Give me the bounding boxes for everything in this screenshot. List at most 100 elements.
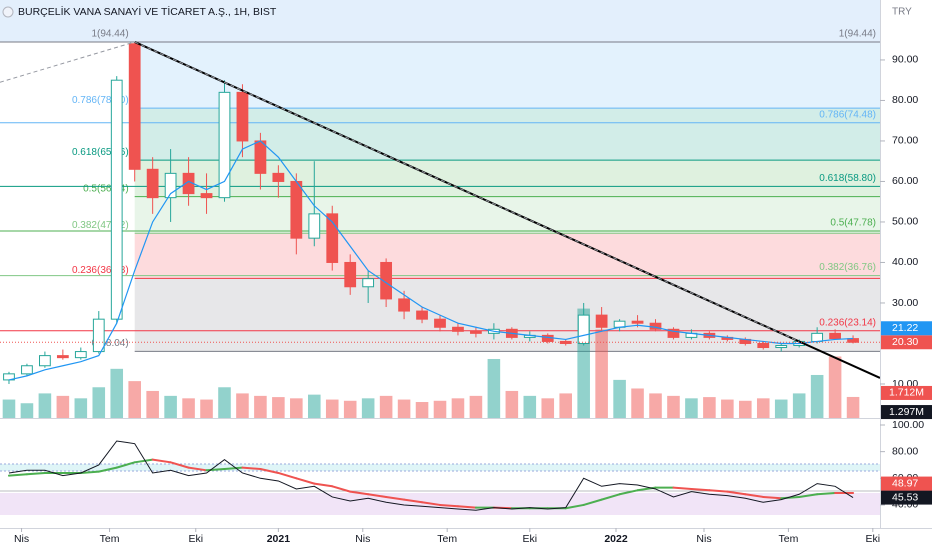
candle-body xyxy=(272,172,285,182)
rsi-line xyxy=(8,440,854,511)
volume-bar xyxy=(469,395,483,418)
rsi-ma-segment xyxy=(349,490,370,496)
rsi-ma-segment xyxy=(7,473,28,477)
rsi-ma-segment xyxy=(277,471,298,480)
candle-body xyxy=(146,168,159,199)
rsi-ma-segment xyxy=(564,503,585,510)
y-tick-label: 90.00 xyxy=(892,54,918,66)
rsi-ma-segment xyxy=(79,470,100,474)
rsi-ma-segment xyxy=(421,501,441,506)
rsi-ma-segment xyxy=(816,491,837,496)
rsi-ma-segment xyxy=(115,461,136,469)
rsi-tick-label: 100.00 xyxy=(892,419,924,431)
candle-body xyxy=(128,43,141,170)
volume-bar xyxy=(272,397,285,418)
rsi-ma-segment xyxy=(582,498,603,506)
volume-bar xyxy=(649,393,662,418)
fib-label: 0.236(23.14) xyxy=(819,317,876,328)
candle-body xyxy=(470,330,482,334)
x-tick-label: Eki xyxy=(522,533,537,545)
volume-bar xyxy=(774,399,788,418)
volume-bar xyxy=(667,395,680,418)
rsi-ma-segment xyxy=(672,486,693,490)
volume-bar xyxy=(739,400,752,418)
candle-body xyxy=(667,328,680,338)
volume-bar xyxy=(343,400,357,418)
x-tick-label: 2021 xyxy=(267,533,291,545)
volume-bar xyxy=(756,398,770,418)
candle-body xyxy=(56,355,69,359)
volume-bar xyxy=(451,398,465,418)
volume-bar xyxy=(236,393,249,418)
candle-body xyxy=(21,365,33,375)
volume-bar xyxy=(74,398,88,418)
candle-body xyxy=(595,314,608,328)
volume-bar xyxy=(810,374,824,418)
fib-label: 0.382(36.76) xyxy=(819,262,876,273)
y-tick-label: 60.00 xyxy=(892,175,918,187)
volume-bar xyxy=(397,399,411,418)
fib-label: 1(94.44) xyxy=(839,29,876,40)
rsi-tag xyxy=(881,476,932,491)
candle-body xyxy=(757,342,770,349)
fib-label: 0.786(78.10) xyxy=(72,95,129,106)
rsi-ma-segment xyxy=(169,461,190,469)
candle-body xyxy=(362,278,375,288)
x-tick-label: Nis xyxy=(696,533,711,545)
chart-title: BURÇELİK VANA SANAYİ VE TİCARET A.Ş., 1H… xyxy=(18,5,277,18)
candle-body xyxy=(559,340,572,344)
y-tick-label: 70.00 xyxy=(892,135,918,147)
rsi-ma-segment xyxy=(367,493,388,498)
candle-body xyxy=(74,351,87,359)
fib-extension-zone xyxy=(0,0,880,42)
rsi-ma-segment xyxy=(25,471,46,476)
rsi-ma-segment xyxy=(780,495,801,500)
price-tag xyxy=(881,335,932,350)
x-tick-label: Tem xyxy=(778,533,798,545)
trend-line xyxy=(0,41,135,83)
symbol-icon xyxy=(2,6,14,18)
candle-body xyxy=(811,332,824,342)
moving-average xyxy=(8,140,854,381)
volume-tag xyxy=(881,385,932,400)
volume-bar xyxy=(38,393,52,418)
volume-bar xyxy=(487,358,501,418)
rsi-ma-segment xyxy=(187,466,208,472)
price-tag-label: 20.30 xyxy=(892,336,918,348)
candle-body xyxy=(416,310,428,320)
volume-bar xyxy=(415,402,429,418)
volume-bar xyxy=(631,388,644,418)
volume-bar xyxy=(308,394,321,418)
volume-bar xyxy=(20,403,34,418)
rsi-ma-segment xyxy=(403,498,424,504)
volume-bar xyxy=(56,395,70,418)
rsi-ma-segment xyxy=(223,466,244,470)
volume-bar xyxy=(685,398,698,418)
candle-body xyxy=(452,326,464,332)
candle-body xyxy=(3,373,15,381)
y-tick-label: 40.00 xyxy=(892,256,918,268)
volume-tag-label: 1.712M xyxy=(889,387,924,399)
volume-bar xyxy=(128,381,141,418)
volume-bar xyxy=(2,399,16,418)
volume-tag xyxy=(881,405,932,420)
rsi-ma-segment xyxy=(600,493,621,501)
volume-bar xyxy=(361,398,375,418)
candle-body xyxy=(110,79,123,320)
volume-bar xyxy=(290,398,303,418)
candle-body xyxy=(218,91,231,199)
volume-bar xyxy=(218,387,231,418)
rsi-ma-segment xyxy=(690,487,711,492)
rsi-ma-segment xyxy=(313,482,334,488)
fib-label: 0.236(36.08) xyxy=(72,265,129,276)
rsi-ma-segment xyxy=(205,467,226,472)
candle-body xyxy=(577,314,590,344)
volume-bar xyxy=(846,396,860,418)
volume-bar xyxy=(200,399,213,418)
candle-body xyxy=(308,213,321,239)
rsi-ma-segment xyxy=(708,489,729,493)
rsi-ma-segment xyxy=(259,467,280,474)
volume-bar xyxy=(613,379,626,418)
fib-label: 0.618(65.26) xyxy=(72,147,129,158)
volume-bar xyxy=(254,395,267,418)
